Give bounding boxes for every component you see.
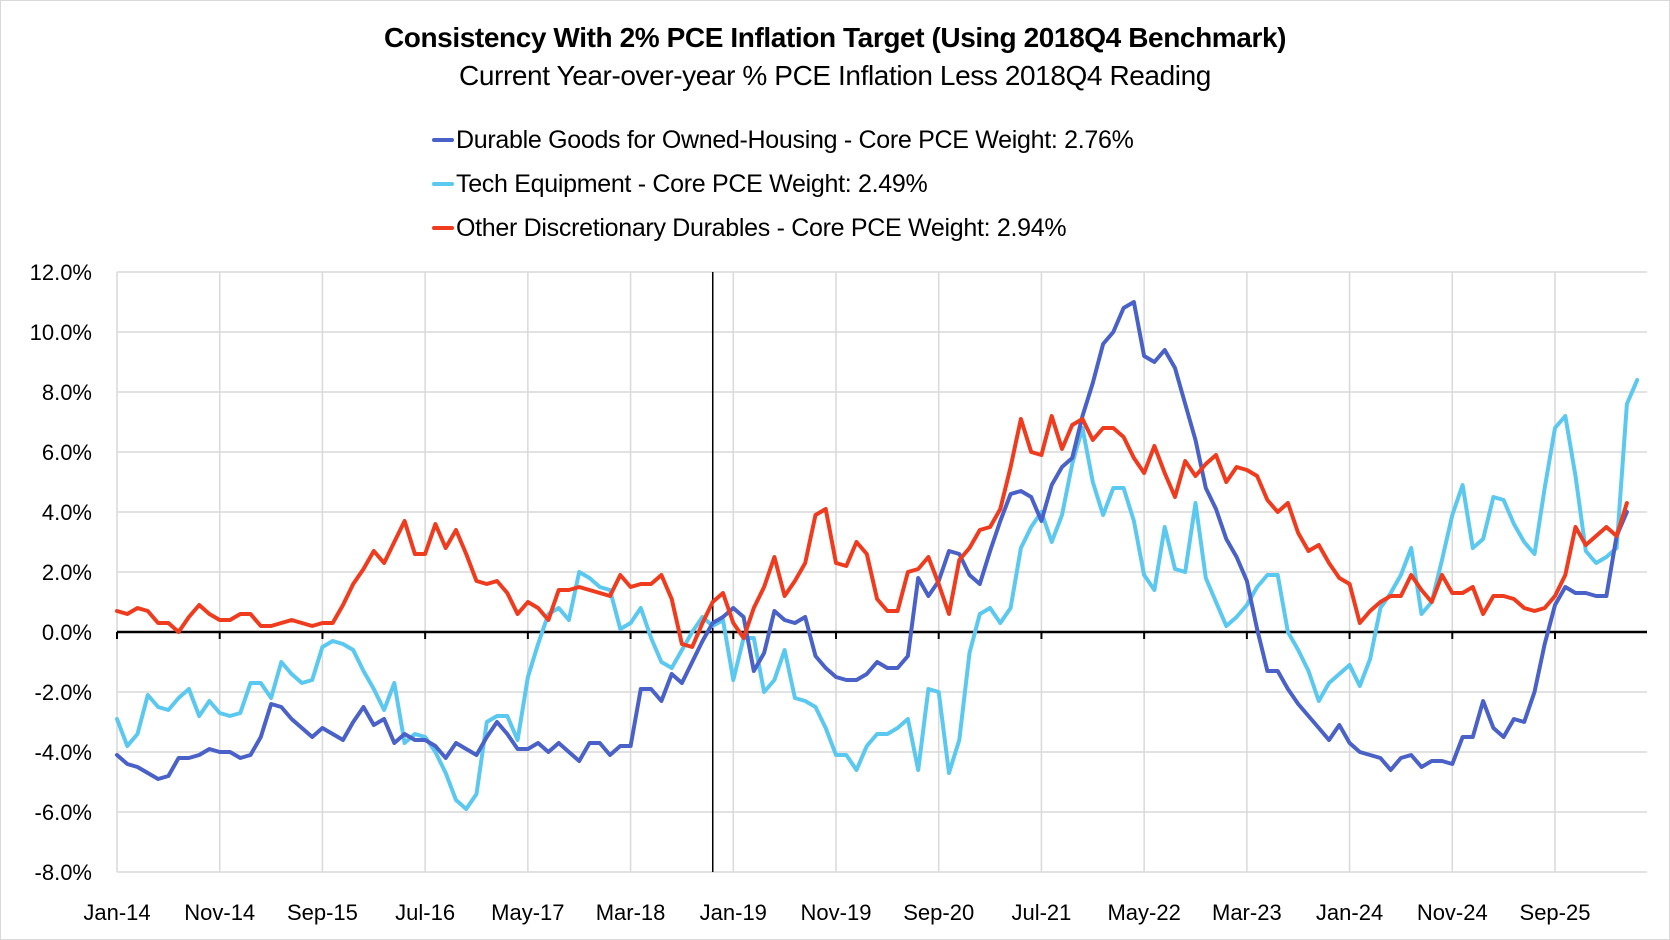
chart-subtitle: Current Year-over-year % PCE Inflation L… — [459, 60, 1211, 91]
series-line-tech-equipment — [115, 378, 1640, 811]
x-tick-label: Nov-19 — [801, 900, 872, 925]
x-tick-label: Sep-15 — [287, 900, 358, 925]
y-tick-label: -8.0% — [35, 860, 92, 885]
legend-swatch-tech-equipment — [432, 182, 454, 186]
x-tick-label: Jul-16 — [395, 900, 455, 925]
chart-title: Consistency With 2% PCE Inflation Target… — [383, 22, 1287, 53]
x-tick-label: Jan-19 — [700, 900, 767, 925]
zero-axis — [116, 630, 1647, 639]
x-tick-label: Sep-20 — [903, 900, 974, 925]
legend-label-tech-equipment: Tech Equipment - Core PCE Weight: 2.49% — [456, 169, 928, 198]
legend-item-durable-goods: Durable Goods for Owned-Housing - Core P… — [432, 118, 1134, 162]
x-tick-label: Jan-14 — [83, 900, 150, 925]
x-tick-label: Nov-14 — [184, 900, 255, 925]
series-line-other-durables — [115, 414, 1629, 649]
y-axis-labels: 12.0% 10.0% 8.0% 6.0% 4.0% 2.0% 0.0% -2.0% -4.0%… — [30, 260, 92, 885]
x-tick-label: Mar-23 — [1212, 900, 1282, 925]
y-tick-label: -6.0% — [35, 800, 92, 825]
x-axis-labels: Jan-14 Nov-14 Sep-15 Jul-16 May-17 Mar-18 Jan-… — [83, 900, 1590, 925]
x-tick-label: Nov-24 — [1417, 900, 1488, 925]
y-tick-label: 8.0% — [42, 380, 92, 405]
series-lines — [115, 300, 1640, 811]
legend-item-other-durables: Other Discretionary Durables - Core PCE … — [432, 206, 1134, 250]
x-tick-label: May-17 — [491, 900, 564, 925]
legend-item-tech-equipment: Tech Equipment - Core PCE Weight: 2.49% — [432, 162, 1134, 206]
legend-label-durable-goods: Durable Goods for Owned-Housing - Core P… — [456, 125, 1134, 154]
y-tick-label: 2.0% — [42, 560, 92, 585]
legend-swatch-other-durables — [432, 226, 454, 230]
x-tick-label: Sep-25 — [1520, 900, 1591, 925]
y-tick-label: 10.0% — [30, 320, 92, 345]
y-tick-label: 6.0% — [42, 440, 92, 465]
series-line-durable-goods — [115, 300, 1629, 781]
legend: Durable Goods for Owned-Housing - Core P… — [432, 118, 1134, 250]
gridlines — [116, 271, 1647, 873]
y-tick-label: 12.0% — [30, 260, 92, 285]
x-tick-label: Jul-21 — [1011, 900, 1071, 925]
legend-label-other-durables: Other Discretionary Durables - Core PCE … — [456, 213, 1067, 242]
x-tick-label: Mar-18 — [596, 900, 666, 925]
y-tick-label: -2.0% — [35, 680, 92, 705]
legend-swatch-durable-goods — [432, 138, 454, 142]
y-tick-label: 0.0% — [42, 620, 92, 645]
x-tick-label: May-22 — [1107, 900, 1180, 925]
y-tick-label: -4.0% — [35, 740, 92, 765]
y-tick-label: 4.0% — [42, 500, 92, 525]
x-tick-label: Jan-24 — [1316, 900, 1383, 925]
